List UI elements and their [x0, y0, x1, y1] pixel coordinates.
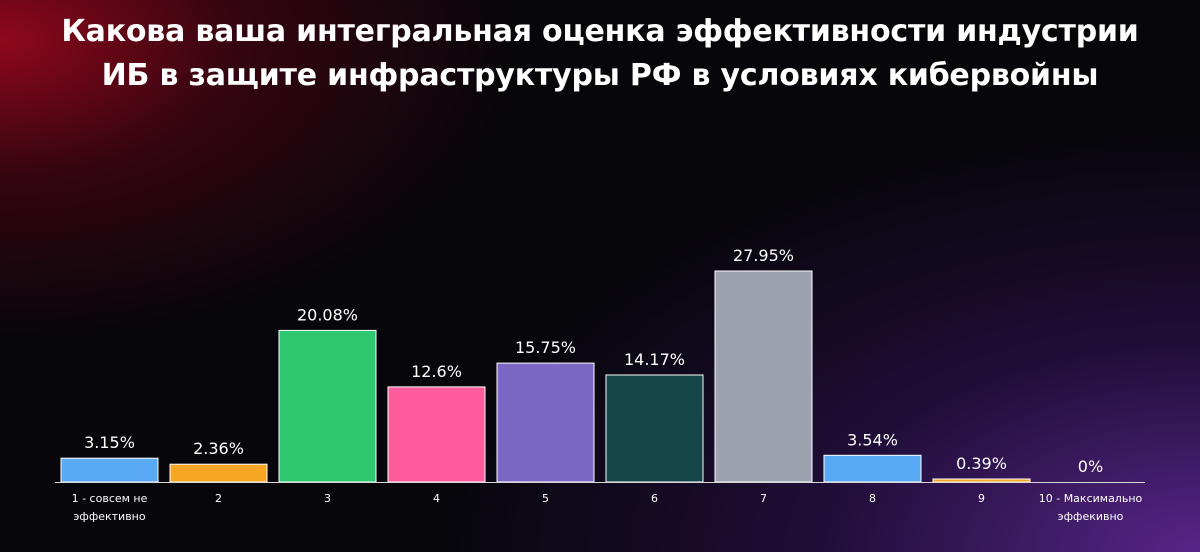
bar-value-label-10: 0%: [1078, 457, 1103, 476]
x-tick-label-line: 1 - совсем не: [72, 492, 148, 505]
bar-6: [605, 374, 704, 483]
bars-group: [60, 270, 1031, 483]
x-tick-label-line: 5: [542, 492, 549, 505]
x-tick-label-3: 3: [324, 492, 331, 505]
value-labels-group: 3.15% 2.36% 20.08% 12.6% 15.75% 14.17% 27.95% 3…: [84, 246, 1103, 476]
x-tick-label-line: 4: [433, 492, 440, 505]
bar-value-label-3: 20.08%: [297, 305, 358, 324]
bar-1: [60, 457, 159, 483]
bar-value-label-8: 3.54%: [847, 430, 898, 449]
x-tick-label-line: 3: [324, 492, 331, 505]
x-tick-label-6: 6: [651, 492, 658, 505]
x-tick-label-1: 1 - совсем не эффективно: [72, 492, 148, 523]
bar-9: [932, 478, 1031, 483]
x-tick-label-line: эффекивно: [1058, 510, 1124, 523]
bar-3: [278, 329, 377, 483]
bar-2: [169, 463, 268, 483]
x-tick-label-line: 7: [760, 492, 767, 505]
x-tick-label-9: 9: [978, 492, 985, 505]
bar-value-label-1: 3.15%: [84, 433, 135, 452]
bar-4: [387, 386, 486, 483]
x-tick-label-line: 2: [215, 492, 222, 505]
bar-value-label-6: 14.17%: [624, 350, 685, 369]
bar-8: [823, 454, 922, 483]
x-tick-label-10: 10 - Максимально эффекивно: [1039, 492, 1143, 523]
bar-value-label-9: 0.39%: [956, 454, 1007, 473]
x-tick-label-line: 9: [978, 492, 985, 505]
bar-value-label-2: 2.36%: [193, 439, 244, 458]
x-tick-label-line: 6: [651, 492, 658, 505]
bar-value-label-4: 12.6%: [411, 362, 462, 381]
x-tick-label-8: 8: [869, 492, 876, 505]
chart-title-line-1: Какова ваша интегральная оценка эффектив…: [61, 14, 1139, 49]
x-tick-label-line: эффективно: [73, 510, 145, 523]
x-tick-label-line: 8: [869, 492, 876, 505]
chart-title: Какова ваша интегральная оценка эффектив…: [0, 10, 1200, 98]
chart-title-line-2: ИБ в защите инфраструктуры РФ в условиях…: [101, 58, 1099, 93]
bar-value-label-7: 27.95%: [733, 246, 794, 265]
bar-value-label-5: 15.75%: [515, 338, 576, 357]
x-tick-label-4: 4: [433, 492, 440, 505]
x-tick-label-2: 2: [215, 492, 222, 505]
bar-5: [496, 362, 595, 483]
bar-7: [714, 270, 813, 483]
x-tick-labels-group: 1 - совсем не эффективно 2 3 4 5 6 7 8 9 10 - Макс…: [72, 492, 1143, 523]
x-tick-label-line: 10 - Максимально: [1039, 492, 1143, 505]
x-tick-label-7: 7: [760, 492, 767, 505]
x-tick-label-5: 5: [542, 492, 549, 505]
